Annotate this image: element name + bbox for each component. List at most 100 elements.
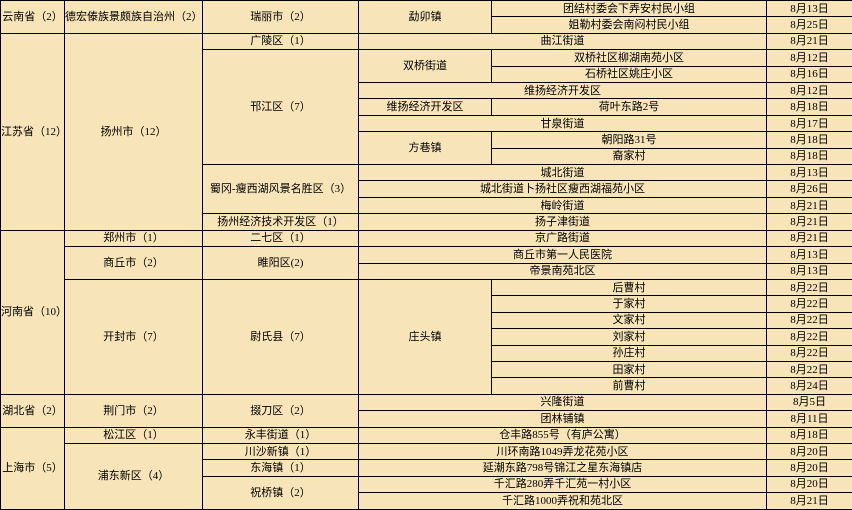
county-cell: 瑞丽市（2）: [203, 1, 359, 34]
town-cell: 方巷镇: [359, 132, 492, 165]
date-cell: 8月18日: [767, 427, 852, 443]
town-cell: 维扬经济开发区: [359, 99, 492, 115]
prefecture-cell: 荆门市（2）: [65, 394, 203, 427]
date-cell: 8月13日: [767, 247, 852, 263]
province-cell: 湖北省（2）: [1, 394, 65, 427]
town-cell: 兴隆街道: [359, 394, 767, 410]
location-cell: 石桥社区姚庄小区: [492, 66, 767, 82]
location-cell: 于家村: [492, 296, 767, 312]
date-cell: 8月25日: [767, 17, 852, 33]
date-cell: 8月20日: [767, 443, 852, 459]
date-cell: 8月12日: [767, 50, 852, 66]
table-row: 上海市（5）松江区（1）永丰街道（1）仓丰路855号（有庐公寓）8月18日: [1, 427, 852, 443]
location-cell: 田家村: [492, 361, 767, 377]
date-cell: 8月22日: [767, 361, 852, 377]
town-cell: 双桥街道: [359, 50, 492, 83]
province-cell: 江苏省（12）: [1, 33, 65, 230]
date-cell: 8月22日: [767, 329, 852, 345]
province-cell: 上海市（5）: [1, 427, 65, 509]
county-cell: 永丰街道（1）: [203, 427, 359, 443]
date-cell: 8月13日: [767, 263, 852, 279]
location-cell: 刘家村: [492, 329, 767, 345]
town-cell: 团林铺镇: [359, 411, 767, 427]
table-row: 云南省（2）德宏傣族景颇族自治州（2）瑞丽市（2）勐卯镇团结村委会下弄安村民小组…: [1, 1, 852, 17]
location-cell: 后曹村: [492, 279, 767, 295]
county-cell: 川沙新镇（1）: [203, 443, 359, 459]
town-cell: 曲江街道: [359, 33, 767, 49]
county-cell: 二七区（1）: [203, 230, 359, 246]
risk-area-table: 云南省（2）德宏傣族景颇族自治州（2）瑞丽市（2）勐卯镇团结村委会下弄安村民小组…: [0, 0, 852, 510]
table-row: 开封市（7）尉氏县（7）庄头镇后曹村8月22日: [1, 279, 852, 295]
town-cell: 勐卯镇: [359, 1, 492, 34]
date-cell: 8月21日: [767, 493, 852, 510]
county-cell: 东海镇（1）: [203, 460, 359, 476]
date-cell: 8月12日: [767, 83, 852, 99]
location-cell: 裔家村: [492, 148, 767, 164]
county-cell: 广陵区（1）: [203, 33, 359, 49]
town-cell: 京广路街道: [359, 230, 767, 246]
prefecture-cell: 浦东新区（4）: [65, 443, 203, 509]
location-cell: 团结村委会下弄安村民小组: [492, 1, 767, 17]
date-cell: 8月21日: [767, 214, 852, 230]
location-cell: 荷叶东路2号: [492, 99, 767, 115]
location-cell: 孙庄村: [492, 345, 767, 361]
town-cell: 城北街道: [359, 165, 767, 181]
date-cell: 8月11日: [767, 411, 852, 427]
town-cell: 千汇路1000弄祝和苑北区: [359, 493, 767, 510]
prefecture-cell: 扬州市（12）: [65, 33, 203, 230]
town-cell: 梅岭街道: [359, 197, 767, 213]
date-cell: 8月20日: [767, 476, 852, 492]
location-cell: 双桥社区柳湖南苑小区: [492, 50, 767, 66]
date-cell: 8月18日: [767, 132, 852, 148]
county-cell: 祝桥镇（2）: [203, 476, 359, 509]
prefecture-cell: 商丘市（2）: [65, 247, 203, 280]
date-cell: 8月18日: [767, 99, 852, 115]
town-cell: 甘泉街道: [359, 115, 767, 131]
location-cell: 姐勒村委会南闷村民小组: [492, 17, 767, 33]
prefecture-cell: 开封市（7）: [65, 279, 203, 394]
county-cell: 邗江区（7）: [203, 50, 359, 165]
town-cell: 商丘市第一人民医院: [359, 247, 767, 263]
date-cell: 8月22日: [767, 312, 852, 328]
province-cell: 云南省（2）: [1, 1, 65, 34]
date-cell: 8月24日: [767, 378, 852, 394]
date-cell: 8月22日: [767, 296, 852, 312]
location-cell: 前曹村: [492, 378, 767, 394]
date-cell: 8月26日: [767, 181, 852, 197]
province-cell: 河南省（10）: [1, 230, 65, 394]
prefecture-cell: 松江区（1）: [65, 427, 203, 443]
date-cell: 8月22日: [767, 345, 852, 361]
prefecture-cell: 德宏傣族景颇族自治州（2）: [65, 1, 203, 34]
date-cell: 8月22日: [767, 279, 852, 295]
date-cell: 8月5日: [767, 394, 852, 410]
date-cell: 8月20日: [767, 460, 852, 476]
date-cell: 8月18日: [767, 148, 852, 164]
table-row: 湖北省（2）荆门市（2）掇刀区（2）兴隆街道8月5日: [1, 394, 852, 410]
date-cell: 8月21日: [767, 197, 852, 213]
town-cell: 川环南路1049弄龙花苑小区: [359, 443, 767, 459]
town-cell: 城北街道卜扬社区瘦西湖福苑小区: [359, 181, 767, 197]
date-cell: 8月17日: [767, 115, 852, 131]
table-row: 河南省（10）郑州市（1）二七区（1）京广路街道8月21日: [1, 230, 852, 246]
town-cell: 帝景南苑北区: [359, 263, 767, 279]
date-cell: 8月13日: [767, 1, 852, 17]
date-cell: 8月13日: [767, 165, 852, 181]
county-cell: 扬州经济技术开发区（1）: [203, 214, 359, 230]
county-cell: 蜀冈-瘦西湖风景名胜区（3）: [203, 165, 359, 214]
town-cell: 千汇路280弄千汇苑一村小区: [359, 476, 767, 492]
town-cell: 扬子津街道: [359, 214, 767, 230]
town-cell: 维扬经济开发区: [359, 83, 767, 99]
location-cell: 文家村: [492, 312, 767, 328]
prefecture-cell: 郑州市（1）: [65, 230, 203, 246]
table-row: 江苏省（12）扬州市（12）广陵区（1）曲江街道8月21日: [1, 33, 852, 49]
table-row: 商丘市（2）睢阳区(2)商丘市第一人民医院8月13日: [1, 247, 852, 263]
county-cell: 睢阳区(2): [203, 247, 359, 280]
town-cell: 庄头镇: [359, 279, 492, 394]
county-cell: 掇刀区（2）: [203, 394, 359, 427]
table-row: 浦东新区（4）川沙新镇（1）川环南路1049弄龙花苑小区8月20日: [1, 443, 852, 459]
date-cell: 8月16日: [767, 66, 852, 82]
town-cell: 仓丰路855号（有庐公寓）: [359, 427, 767, 443]
date-cell: 8月21日: [767, 33, 852, 49]
location-cell: 朝阳路31号: [492, 132, 767, 148]
county-cell: 尉氏县（7）: [203, 279, 359, 394]
